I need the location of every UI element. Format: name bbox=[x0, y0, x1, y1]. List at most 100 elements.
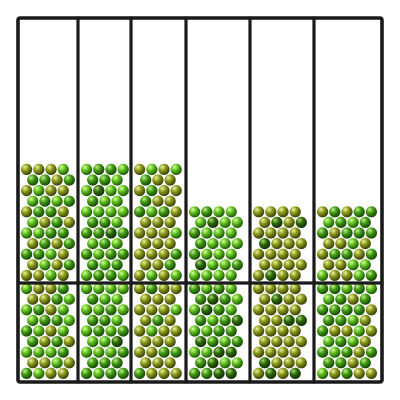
ball-upper-col-4 bbox=[201, 269, 213, 281]
ball-upper-col-3 bbox=[140, 259, 152, 271]
ball-upper-col-5 bbox=[283, 259, 295, 271]
ball-upper-col-6 bbox=[365, 206, 377, 218]
ball-upper-col-4 bbox=[219, 216, 231, 228]
ball-lower-col-5 bbox=[259, 293, 271, 305]
ball-lower-col-5 bbox=[265, 325, 277, 337]
ball-lower-col-6 bbox=[365, 283, 377, 295]
ball-lower-col-1 bbox=[33, 325, 45, 337]
ball-upper-col-1 bbox=[57, 163, 69, 175]
ball-lower-col-1 bbox=[45, 283, 57, 295]
ball-lower-col-6 bbox=[329, 304, 341, 316]
ball-upper-col-6 bbox=[341, 269, 353, 281]
ball-upper-col-6 bbox=[317, 269, 329, 281]
ball-lower-col-3 bbox=[152, 314, 164, 326]
ball-upper-col-5 bbox=[277, 206, 289, 218]
ball-upper-col-4 bbox=[189, 227, 201, 239]
ball-lower-col-2 bbox=[117, 304, 129, 316]
ball-lower-col-6 bbox=[353, 346, 365, 358]
ball-lower-col-4 bbox=[219, 293, 231, 305]
ball-upper-col-2 bbox=[87, 216, 99, 228]
ball-upper-col-1 bbox=[27, 216, 39, 228]
ball-lower-col-5 bbox=[283, 336, 295, 348]
ball-upper-col-2 bbox=[99, 174, 111, 186]
ball-upper-col-4 bbox=[189, 206, 201, 218]
ball-lower-col-6 bbox=[329, 367, 341, 379]
ball-lower-col-3 bbox=[140, 293, 152, 305]
ball-upper-col-2 bbox=[117, 248, 129, 260]
ball-upper-col-1 bbox=[33, 269, 45, 281]
ball-lower-col-2 bbox=[81, 325, 93, 337]
ball-lower-col-3 bbox=[158, 283, 170, 295]
ball-upper-col-3 bbox=[164, 195, 176, 207]
ball-lower-col-4 bbox=[219, 336, 231, 348]
ball-lower-col-6 bbox=[353, 325, 365, 337]
ball-upper-col-1 bbox=[57, 185, 69, 197]
ball-upper-col-3 bbox=[146, 185, 158, 197]
ball-upper-col-2 bbox=[117, 185, 129, 197]
ball-lower-col-5 bbox=[271, 293, 283, 305]
ball-upper-col-6 bbox=[329, 248, 341, 260]
ball-lower-col-4 bbox=[213, 325, 225, 337]
ball-upper-col-5 bbox=[265, 206, 277, 218]
ball-upper-col-2 bbox=[81, 206, 93, 218]
ball-upper-col-2 bbox=[111, 174, 123, 186]
ball-upper-col-3 bbox=[158, 269, 170, 281]
ball-upper-col-4 bbox=[195, 238, 207, 250]
ball-upper-col-3 bbox=[170, 227, 182, 239]
ball-lower-col-3 bbox=[170, 325, 182, 337]
ball-lower-col-2 bbox=[87, 357, 99, 369]
ball-upper-col-5 bbox=[277, 227, 289, 239]
ball-lower-col-1 bbox=[57, 367, 69, 379]
ball-lower-col-6 bbox=[347, 314, 359, 326]
ball-upper-col-1 bbox=[45, 248, 57, 260]
ball-lower-col-4 bbox=[213, 304, 225, 316]
ball-lower-col-6 bbox=[329, 283, 341, 295]
ball-lower-col-1 bbox=[33, 367, 45, 379]
ball-lower-col-4 bbox=[195, 357, 207, 369]
ball-upper-col-4 bbox=[225, 206, 237, 218]
ball-upper-col-1 bbox=[57, 248, 69, 260]
ball-upper-col-1 bbox=[63, 195, 75, 207]
ball-lower-col-6 bbox=[341, 367, 353, 379]
ball-upper-col-3 bbox=[152, 238, 164, 250]
ball-upper-col-1 bbox=[27, 174, 39, 186]
ball-upper-col-3 bbox=[134, 269, 146, 281]
ball-lower-col-4 bbox=[201, 283, 213, 295]
ball-lower-col-1 bbox=[27, 314, 39, 326]
ball-upper-col-5 bbox=[283, 216, 295, 228]
ball-lower-col-5 bbox=[259, 314, 271, 326]
ball-upper-col-3 bbox=[140, 216, 152, 228]
ball-upper-col-6 bbox=[335, 216, 347, 228]
ball-lower-col-2 bbox=[105, 346, 117, 358]
ball-lower-col-1 bbox=[57, 325, 69, 337]
ball-upper-col-5 bbox=[253, 206, 265, 218]
ball-upper-col-6 bbox=[365, 227, 377, 239]
ball-upper-col-4 bbox=[201, 227, 213, 239]
ball-upper-col-5 bbox=[271, 238, 283, 250]
ball-lower-col-3 bbox=[146, 325, 158, 337]
ball-lower-col-1 bbox=[39, 336, 51, 348]
ball-lower-col-6 bbox=[323, 314, 335, 326]
ball-lower-col-1 bbox=[39, 314, 51, 326]
ball-upper-col-3 bbox=[170, 163, 182, 175]
ball-lower-col-1 bbox=[57, 304, 69, 316]
ball-lower-col-2 bbox=[93, 304, 105, 316]
ball-upper-col-6 bbox=[353, 227, 365, 239]
ball-lower-col-2 bbox=[111, 314, 123, 326]
ball-lower-col-3 bbox=[152, 336, 164, 348]
ball-lower-col-3 bbox=[152, 357, 164, 369]
ball-upper-col-3 bbox=[158, 185, 170, 197]
ball-lower-col-2 bbox=[105, 367, 117, 379]
ball-lower-col-3 bbox=[146, 346, 158, 358]
ball-lower-col-4 bbox=[231, 293, 243, 305]
ball-lower-col-2 bbox=[99, 314, 111, 326]
ball-upper-col-2 bbox=[81, 269, 93, 281]
ball-upper-col-3 bbox=[164, 174, 176, 186]
ball-lower-col-6 bbox=[323, 357, 335, 369]
ball-upper-col-6 bbox=[329, 269, 341, 281]
ball-upper-col-4 bbox=[207, 216, 219, 228]
ball-upper-col-4 bbox=[189, 248, 201, 260]
ball-upper-col-1 bbox=[21, 185, 33, 197]
ball-lower-col-1 bbox=[33, 283, 45, 295]
ball-upper-col-1 bbox=[45, 163, 57, 175]
